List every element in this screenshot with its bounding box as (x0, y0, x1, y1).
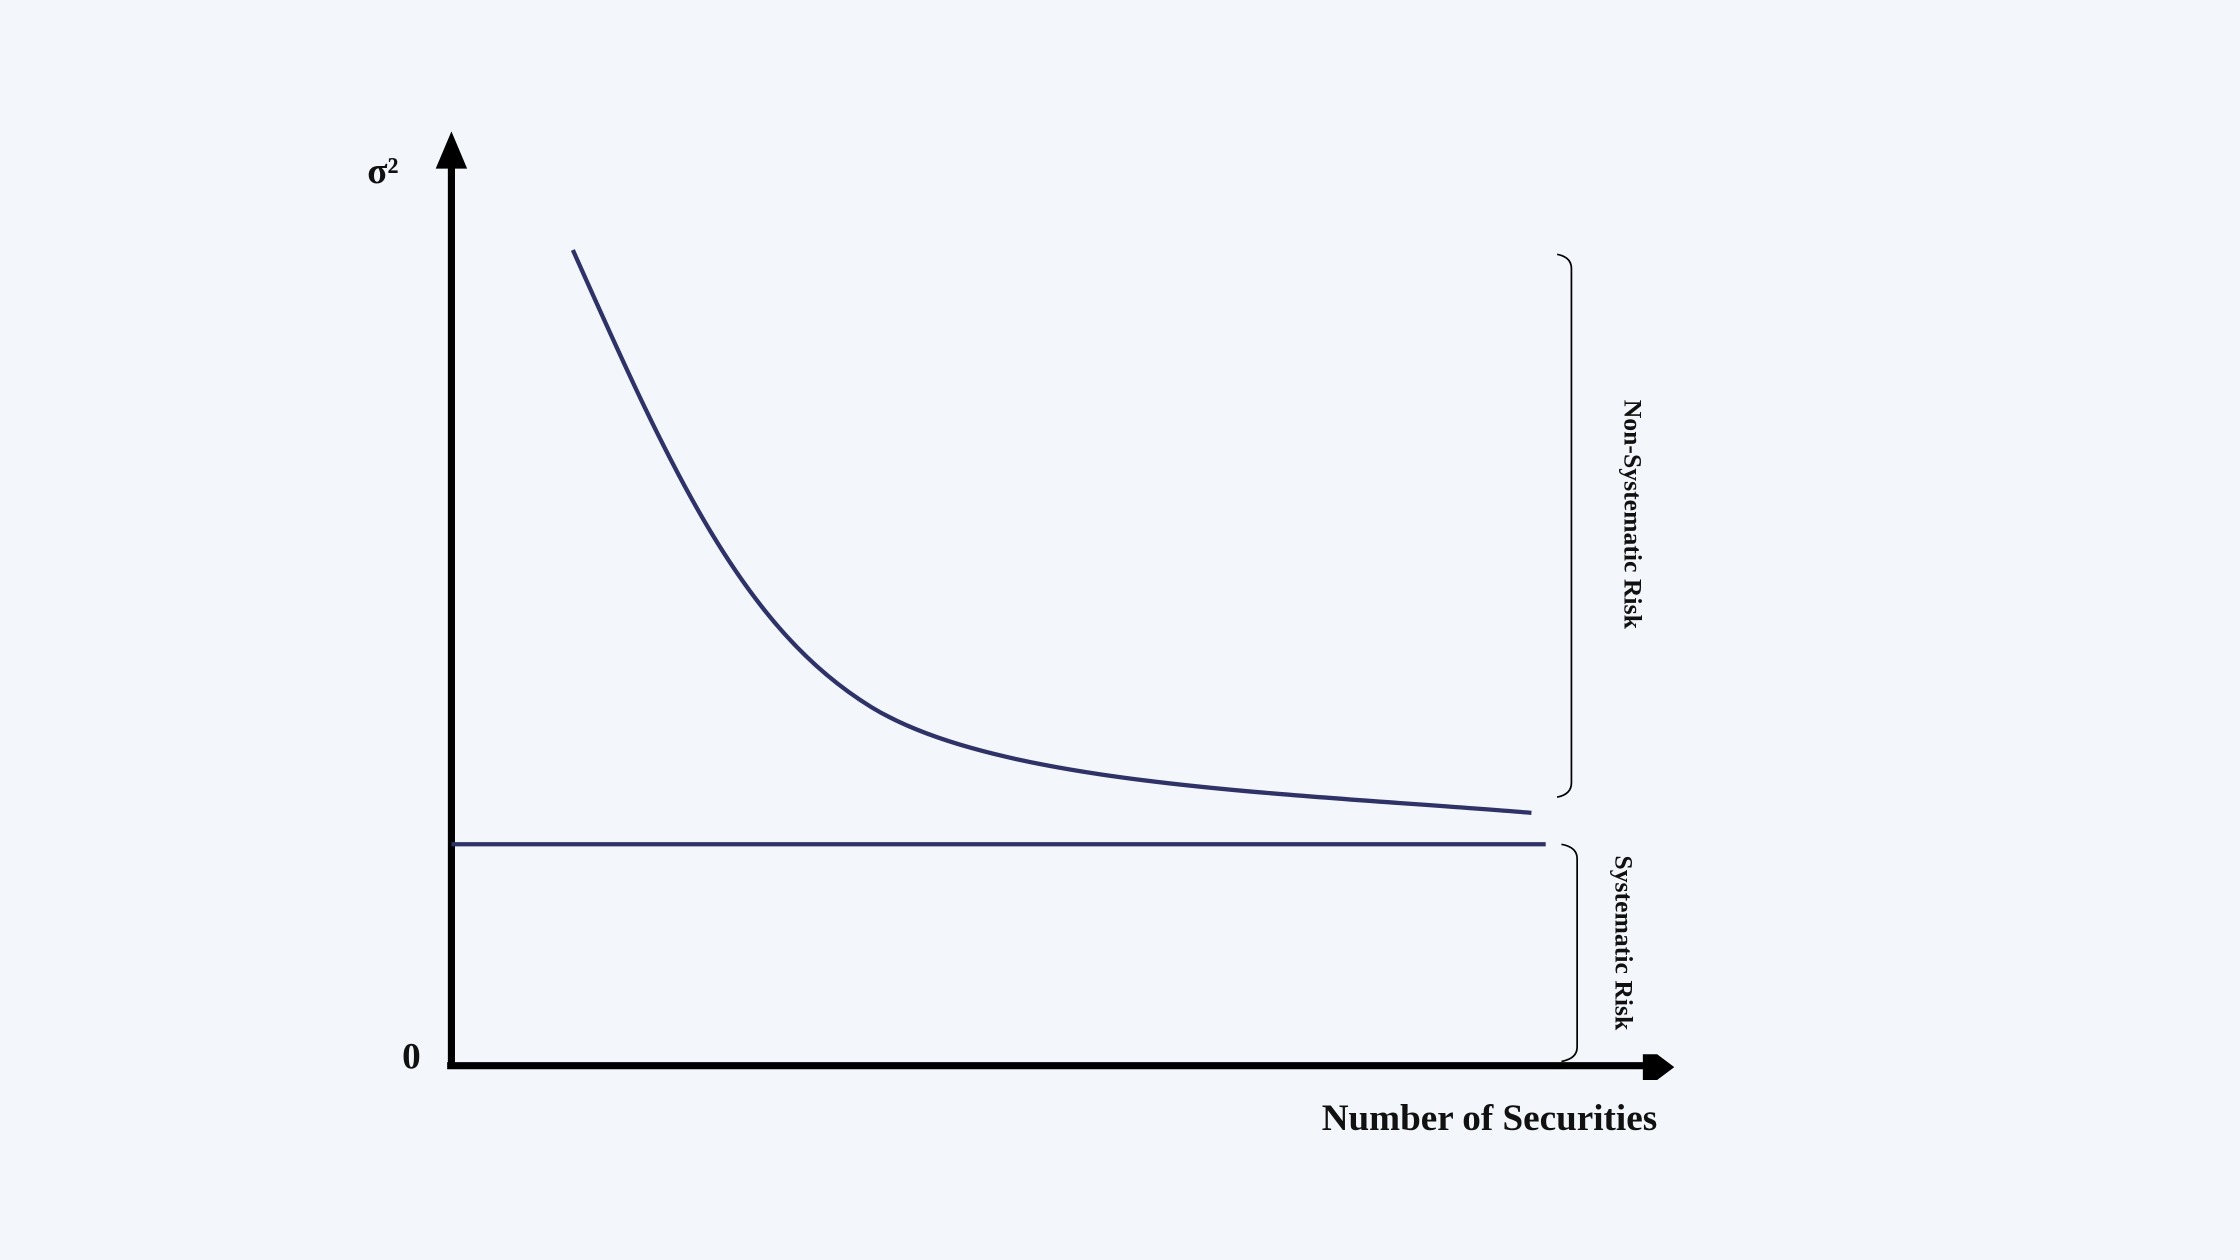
systematic-label: Systematic Risk (1610, 855, 1639, 1031)
total-risk-curve (570, 249, 1532, 815)
y-axis-label: σ² (367, 151, 398, 192)
non-systematic-brace (1556, 253, 1573, 798)
systematic-brace (1561, 843, 1578, 1063)
non-systematic-label: Non-Systematic Risk (1618, 400, 1647, 630)
x-axis-arrow (1642, 1054, 1675, 1080)
y-axis-arrow (435, 131, 468, 169)
origin-label: 0 (402, 1037, 421, 1078)
x-axis-label: Number of Securities (1322, 1098, 1657, 1139)
